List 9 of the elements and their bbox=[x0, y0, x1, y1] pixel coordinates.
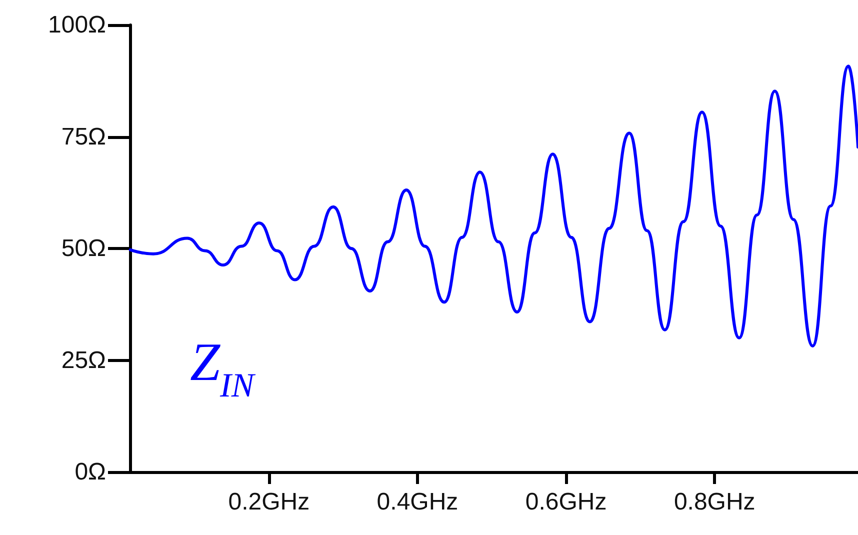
y-tick-label: 75Ω bbox=[61, 123, 106, 150]
x-tick-label: 0.6GHz bbox=[525, 488, 607, 516]
y-tick-label: 0Ω bbox=[74, 458, 106, 486]
y-tick-label: 100Ω bbox=[48, 12, 106, 38]
y-tick-label: 50Ω bbox=[61, 235, 106, 262]
x-tick-label: 0.8GHz bbox=[674, 488, 756, 516]
y-tick-label: 25Ω bbox=[61, 346, 106, 374]
x-tick-label: 0.2GHz bbox=[228, 488, 310, 516]
x-tick-label: 0.4GHz bbox=[376, 488, 458, 516]
